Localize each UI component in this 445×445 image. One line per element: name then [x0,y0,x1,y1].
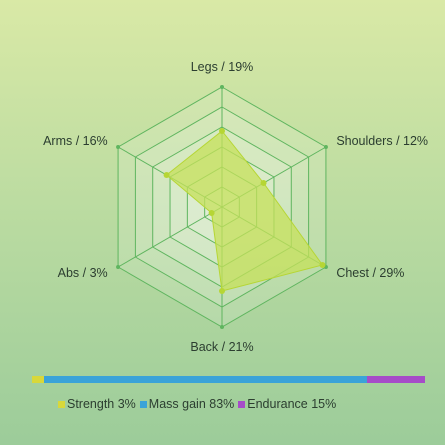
axis-labels: Legs / 19% Shoulders / 12% Chest / 29% Back… [43,60,428,354]
legend: Strength 3% Mass gain 83% Endurance 15% [58,396,340,412]
axis-end-dot [220,85,224,89]
legend-label: Endurance 15% [247,397,337,411]
axis-end-dot [220,325,224,329]
data-point-arms [163,172,170,178]
data-point-back [219,288,225,294]
axis-label-abs: Abs / 3% [58,266,108,280]
breakdown-bar [32,376,425,383]
data-point-chest [319,262,326,268]
axis-end-dot [116,265,121,269]
legend-swatch [58,400,65,408]
legend-swatch [139,400,147,408]
legend-item: Mass gain 83% [139,397,235,411]
axis-end-dot [116,145,121,149]
legend-label: Mass gain 83% [148,397,235,411]
legend-item: Strength 3% [58,397,136,411]
legend-label: Strength 3% [67,397,136,411]
axis-label-back: Back / 21% [190,340,253,354]
data-point-abs [208,210,215,216]
legend-swatch [238,400,246,408]
data-points [163,128,326,294]
axis-label-shoulders: Shoulders / 12% [336,134,428,148]
axis-line-abs [117,206,223,268]
breakdown-segment-mass-gain [43,376,367,383]
axis-label-legs: Legs / 19% [191,60,254,74]
axis-label-arms: Arms / 16% [43,134,108,148]
legend-item: Endurance 15% [238,397,336,411]
data-point-shoulders [260,180,267,186]
breakdown-segment-endurance [366,376,425,383]
axis-end-dot [323,145,328,149]
breakdown-segment-strength [32,376,44,383]
axis-label-chest: Chest / 29% [336,266,404,280]
data-point-legs [219,128,225,134]
